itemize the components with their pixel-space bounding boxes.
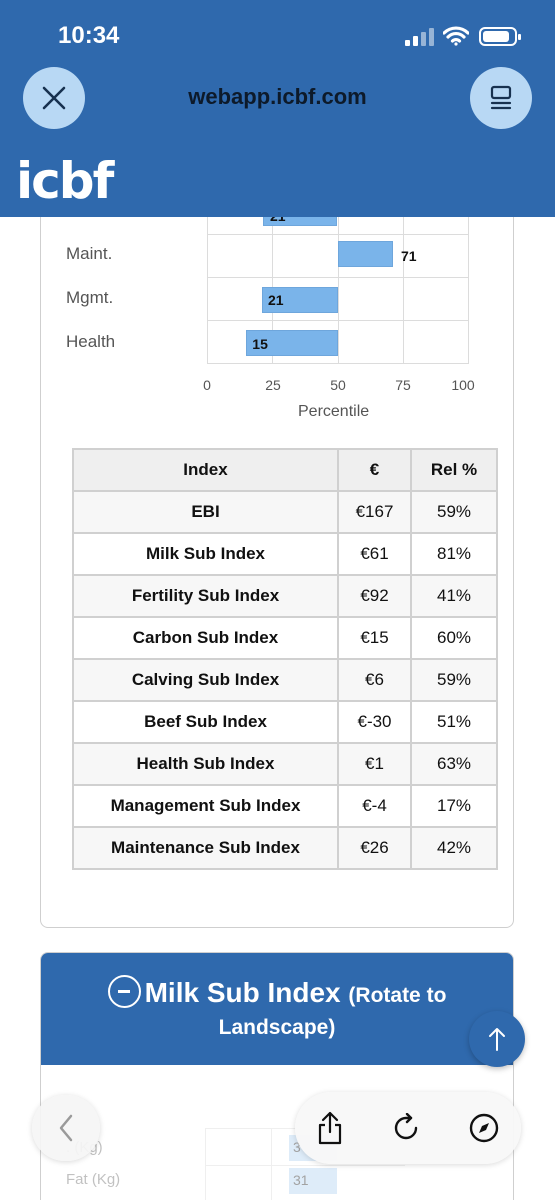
table-row: Milk Sub Index €61 81%	[72, 532, 498, 576]
site-logo[interactable]: icbf	[16, 152, 114, 210]
rotate-hint-line2: Landscape)	[218, 1016, 336, 1039]
signal-icon	[405, 28, 435, 46]
table-row: Health Sub Index €1 63%	[72, 742, 498, 786]
index-rel: 42%	[410, 826, 498, 870]
milk-sub-index-header[interactable]: Milk Sub Index (Rotate to Landscape)	[41, 953, 513, 1065]
table-row: Calving Sub Index €6 59%	[72, 658, 498, 702]
chart-tick-label: 100	[451, 377, 475, 393]
table-header: €	[337, 448, 412, 492]
chart-bar	[262, 287, 338, 313]
table-header-row: Index € Rel %	[72, 448, 498, 492]
index-rel: 41%	[410, 574, 498, 618]
battery-icon	[479, 27, 521, 46]
table-row: Carbon Sub Index €15 60%	[72, 616, 498, 660]
index-name: Fertility Sub Index	[72, 574, 339, 618]
index-rel: 59%	[410, 490, 498, 534]
chart-bar	[338, 241, 394, 267]
chart-category-label: Maint.	[66, 244, 113, 263]
table-row: Maintenance Sub Index €26 42%	[72, 826, 498, 870]
chart-data-label: 21	[268, 292, 284, 308]
share-icon	[318, 1111, 342, 1145]
chart-data-label: 71	[401, 248, 417, 264]
scroll-top-button[interactable]	[469, 1011, 525, 1067]
index-name: EBI	[72, 490, 339, 534]
wifi-icon	[443, 26, 469, 46]
close-icon	[42, 86, 66, 110]
index-table: Index € Rel % EBI €167 59% Milk Sub Index €…	[72, 448, 498, 870]
index-euro: €6	[337, 658, 412, 702]
milk-sub-index-title: Milk Sub Index	[144, 977, 341, 1008]
milk-row-bar: 31	[289, 1168, 337, 1194]
chart-tick-label: 75	[395, 377, 411, 393]
index-name: Health Sub Index	[72, 742, 339, 786]
index-name: Maintenance Sub Index	[72, 826, 339, 870]
index-rel: 60%	[410, 616, 498, 660]
chart-data-label: 15	[252, 336, 268, 352]
index-rel: 59%	[410, 658, 498, 702]
milk-row-label: Fat (Kg)	[66, 1171, 121, 1188]
table-row: Fertility Sub Index €92 41%	[72, 574, 498, 618]
index-rel: 51%	[410, 700, 498, 744]
browser-header: 10:34 webapp.icbf.com icbf	[0, 0, 555, 217]
url-text[interactable]: webapp.icbf.com	[188, 84, 367, 109]
compass-icon	[469, 1113, 499, 1143]
back-icon	[59, 1114, 73, 1142]
index-rel: 17%	[410, 784, 498, 828]
chart-category-label: Health	[66, 332, 116, 351]
table-header: Rel %	[410, 448, 498, 492]
table-row: EBI €167 59%	[72, 490, 498, 534]
index-euro: €15	[337, 616, 412, 660]
reader-button[interactable]	[470, 67, 532, 129]
reader-icon	[490, 85, 512, 110]
close-button[interactable]	[23, 67, 85, 129]
index-rel: 63%	[410, 742, 498, 786]
index-euro: €-4	[337, 784, 412, 828]
status-time: 10:34	[58, 22, 120, 49]
browser-toolbar	[295, 1092, 521, 1164]
index-euro: €1	[337, 742, 412, 786]
index-name: Carbon Sub Index	[72, 616, 339, 660]
index-name: Milk Sub Index	[72, 532, 339, 576]
arrow-up-icon	[489, 1028, 505, 1051]
index-euro: €26	[337, 826, 412, 870]
chart-tick-label: 25	[265, 377, 281, 393]
table-header: Index	[72, 448, 339, 492]
chart-category-label: Mgmt.	[66, 288, 114, 307]
table-row: Beef Sub Index €-30 51%	[72, 700, 498, 744]
reload-button[interactable]	[388, 1110, 424, 1146]
index-name: Management Sub Index	[72, 784, 339, 828]
index-euro: €92	[337, 574, 412, 618]
chart-bar	[246, 330, 338, 356]
chart-x-axis-title: Percentile	[298, 403, 370, 420]
chart-tick-label: 50	[330, 377, 346, 393]
index-euro: €-30	[337, 700, 412, 744]
index-name: Calving Sub Index	[72, 658, 339, 702]
index-rel: 81%	[410, 532, 498, 576]
chart-tick-label: 0	[203, 377, 211, 393]
rotate-hint: (Rotate to	[348, 984, 447, 1007]
table-row: Management Sub Index €-4 17%	[72, 784, 498, 828]
compass-button[interactable]	[466, 1110, 502, 1146]
index-euro: €61	[337, 532, 412, 576]
reload-icon	[394, 1113, 418, 1140]
collapse-minus-icon[interactable]	[107, 975, 141, 1008]
share-button[interactable]	[312, 1110, 348, 1146]
index-name: Beef Sub Index	[72, 700, 339, 744]
back-button[interactable]	[32, 1095, 100, 1161]
index-euro: €167	[337, 490, 412, 534]
